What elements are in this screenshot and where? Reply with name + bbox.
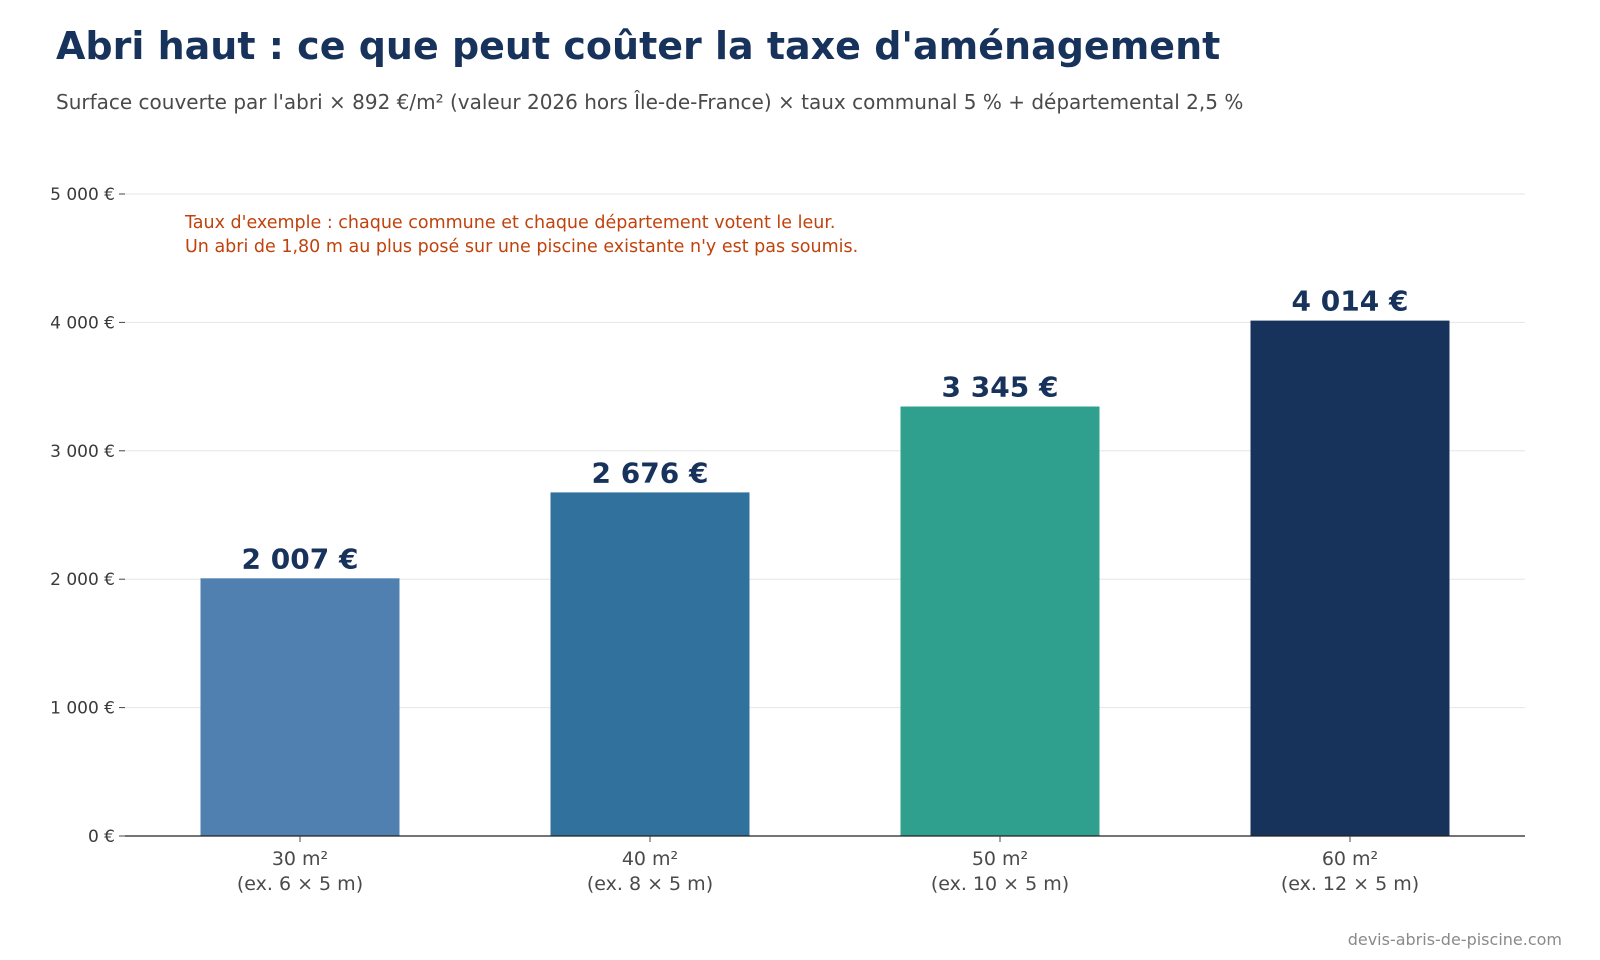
y-tick-label: 3 000 € [50, 442, 115, 462]
data-label: 2 676 € [592, 456, 709, 489]
labels: 0 € 1 000 € 2 000 € 3 000 € 4 000 € 5 000 € 2 … [50, 185, 1419, 895]
x-tick-label: (ex. 8 × 5 m) [587, 873, 713, 895]
bar [200, 578, 400, 836]
y-tick-label: 4 000 € [50, 313, 115, 333]
x-tick-label: (ex. 12 × 5 m) [1281, 873, 1419, 895]
y-tick-label: 1 000 € [50, 699, 115, 719]
chart-title: Abri haut : ce que peut coûter la taxe d… [56, 24, 1221, 68]
chart-subtitle: Surface couverte par l'abri × 892 €/m² (… [56, 90, 1244, 114]
annotation-line-2: Un abri de 1,80 m au plus posé sur une p… [185, 237, 859, 257]
y-tick-label: 5 000 € [50, 185, 115, 205]
axes [119, 193, 1525, 842]
x-tick-label: (ex. 6 × 5 m) [237, 873, 363, 895]
x-tick-label: 30 m² [272, 848, 328, 870]
data-label: 3 345 € [942, 371, 1059, 404]
y-tick-label: 2 000 € [50, 570, 115, 590]
bars [200, 320, 1450, 836]
data-label: 4 014 € [1292, 285, 1409, 318]
x-tick-label: 40 m² [622, 848, 678, 870]
bar [900, 406, 1100, 836]
x-tick-label: 60 m² [1322, 848, 1378, 870]
x-tick-label: 50 m² [972, 848, 1028, 870]
source-credit: devis-abris-de-piscine.com [1347, 930, 1562, 949]
y-tick-label: 0 € [88, 827, 115, 847]
bar [1250, 320, 1450, 836]
x-tick-label: (ex. 10 × 5 m) [931, 873, 1069, 895]
data-label: 2 007 € [242, 542, 359, 575]
bar [550, 492, 750, 836]
annotation-line-1: Taux d'exemple : chaque commune et chaqu… [185, 213, 836, 233]
